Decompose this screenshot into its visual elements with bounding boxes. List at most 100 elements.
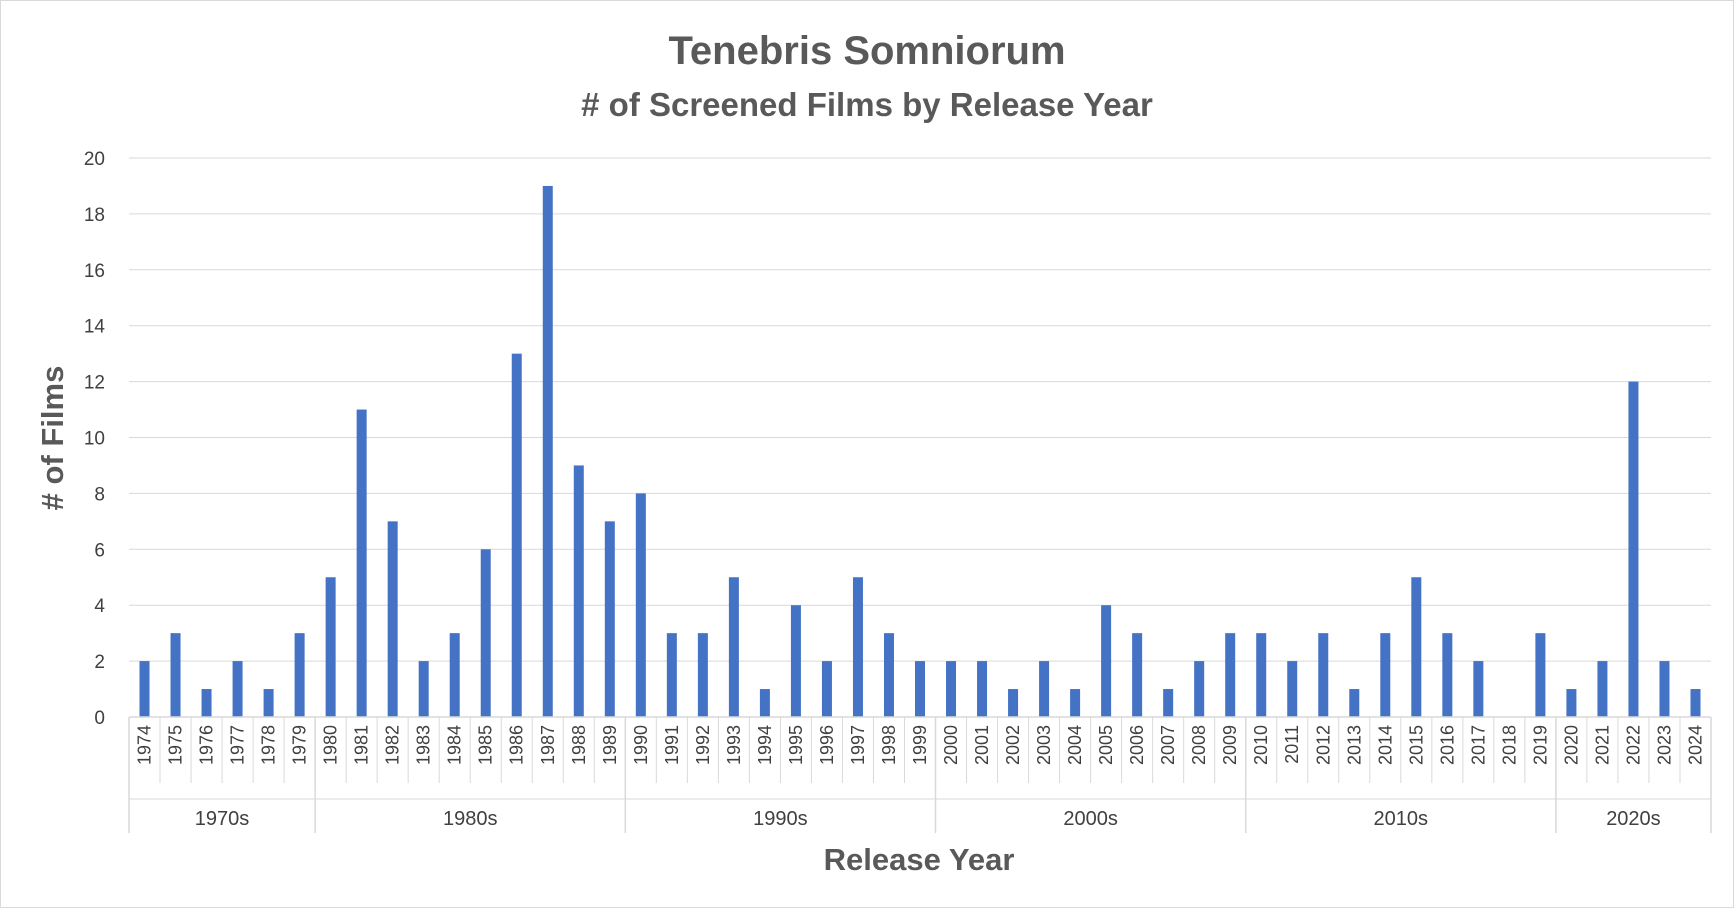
x-tick-label: 1983	[414, 725, 434, 765]
bar-2016	[1442, 633, 1453, 717]
group-label-1970s: 1970s	[195, 808, 250, 830]
bar-1992	[697, 633, 708, 717]
bar-2005	[1101, 605, 1112, 717]
x-tick-label: 2001	[972, 725, 992, 765]
x-tick-label: 1995	[786, 725, 806, 765]
x-tick-label: 2014	[1375, 725, 1395, 765]
bar-1980	[325, 577, 336, 717]
x-axis: 1974 1975 1976 1977 1978 1979 1980 1981 1982 1983…	[128, 716, 1712, 833]
y-tick-label: 2	[94, 652, 105, 673]
bar-1978	[263, 689, 274, 717]
bar-1999	[915, 661, 925, 717]
y-tick-label: 6	[94, 540, 105, 561]
x-tick-label: 1987	[538, 725, 558, 765]
x-tick-label: 2022	[1623, 725, 1643, 765]
bars	[139, 185, 1701, 717]
x-tick-label: 1988	[569, 725, 589, 765]
bar-2012	[1318, 633, 1329, 717]
bar-1987	[542, 185, 553, 717]
x-tick-label: 2015	[1406, 725, 1426, 765]
bar-1988	[573, 465, 584, 717]
x-tick-label: 1997	[848, 725, 868, 765]
group-label-2000s: 2000s	[1063, 808, 1118, 830]
bar-1982	[387, 521, 398, 717]
bar-2024	[1690, 689, 1701, 717]
bar-1989	[604, 521, 615, 717]
y-tick-label: 8	[94, 484, 105, 505]
y-tick-label: 10	[84, 429, 105, 450]
y-tick-label: 12	[84, 373, 105, 394]
x-tick-label: 1986	[507, 725, 527, 765]
bar-1990	[635, 493, 646, 717]
bar-2009	[1225, 633, 1236, 717]
bar-2019	[1535, 633, 1546, 717]
x-tick-label: 2000	[941, 725, 961, 765]
bar-2013	[1349, 689, 1360, 717]
x-tick-label: 2023	[1654, 725, 1674, 765]
bar-1976	[201, 689, 212, 717]
bar-2001	[977, 661, 988, 717]
x-tick-label: 2006	[1127, 725, 1147, 765]
group-label-1980s: 1980s	[443, 808, 498, 830]
bar-1997	[852, 577, 863, 717]
group-label-1990s: 1990s	[753, 808, 808, 830]
x-tick-label: 1980	[321, 725, 341, 765]
x-tick-label: 1982	[383, 725, 403, 765]
bar-1991	[666, 633, 677, 717]
bar-2023	[1659, 661, 1670, 717]
bar-2015	[1411, 577, 1422, 717]
bar-1993	[728, 577, 739, 717]
x-tick-label: 1981	[352, 725, 372, 765]
x-tick-label: 2008	[1189, 725, 1209, 765]
bar-1977	[232, 661, 243, 717]
x-tick-label: 2020	[1561, 725, 1581, 765]
bar-2014	[1380, 633, 1391, 717]
y-tick-label: 0	[94, 708, 105, 729]
bar-1984	[449, 633, 460, 717]
x-tick-label: 1990	[631, 725, 651, 765]
bar-1983	[418, 661, 429, 717]
x-tick-label: 1978	[259, 725, 279, 765]
x-tick-label: 2003	[1034, 725, 1054, 765]
bar-1974	[139, 661, 150, 717]
x-tick-label: 1984	[445, 725, 465, 765]
bar-2022	[1628, 381, 1639, 717]
bar-1996	[821, 661, 832, 717]
bar-2020	[1566, 689, 1577, 717]
x-tick-label: 1975	[166, 725, 186, 765]
y-tick-label: 20	[84, 149, 105, 170]
x-tick-label: 2005	[1096, 725, 1116, 765]
x-tick-label: 2009	[1220, 725, 1240, 765]
x-tick-label: 2016	[1437, 725, 1457, 765]
x-axis-title: Release Year	[824, 842, 1015, 877]
x-tick-label: 2017	[1468, 725, 1488, 765]
x-tick-label: 2002	[1003, 725, 1023, 765]
x-tick-label: 2011	[1282, 725, 1302, 764]
x-tick-label: 1993	[724, 725, 744, 765]
y-tick-label: 14	[84, 317, 106, 338]
x-tick-label: 2007	[1158, 725, 1178, 765]
x-tick-label: 2019	[1530, 725, 1550, 765]
y-tick-label: 4	[94, 596, 105, 617]
bar-1986	[511, 353, 522, 717]
group-label-2020s: 2020s	[1606, 808, 1661, 830]
x-tick-label: 2012	[1313, 725, 1333, 765]
x-tick-label: 2004	[1065, 725, 1085, 765]
bar-2011	[1287, 661, 1298, 717]
group-label-2010s: 2010s	[1374, 808, 1429, 830]
bar-2017	[1473, 661, 1484, 717]
x-tick-label: 2013	[1344, 725, 1364, 765]
x-tick-label: 2024	[1685, 725, 1705, 765]
x-tick-label: 2021	[1592, 725, 1612, 765]
bar-2006	[1132, 633, 1143, 717]
y-tick-label: 18	[84, 205, 105, 226]
x-tick-label: 1991	[662, 725, 682, 765]
bar-2021	[1597, 661, 1608, 717]
bar-1981	[356, 409, 367, 717]
x-tick-label: 1974	[135, 725, 155, 765]
x-tick-label: 1985	[476, 725, 496, 765]
chart-subtitle: # of Screened Films by Release Year	[581, 86, 1153, 123]
x-tick-label: 1996	[817, 725, 837, 765]
x-tick-label: 1992	[693, 725, 713, 765]
